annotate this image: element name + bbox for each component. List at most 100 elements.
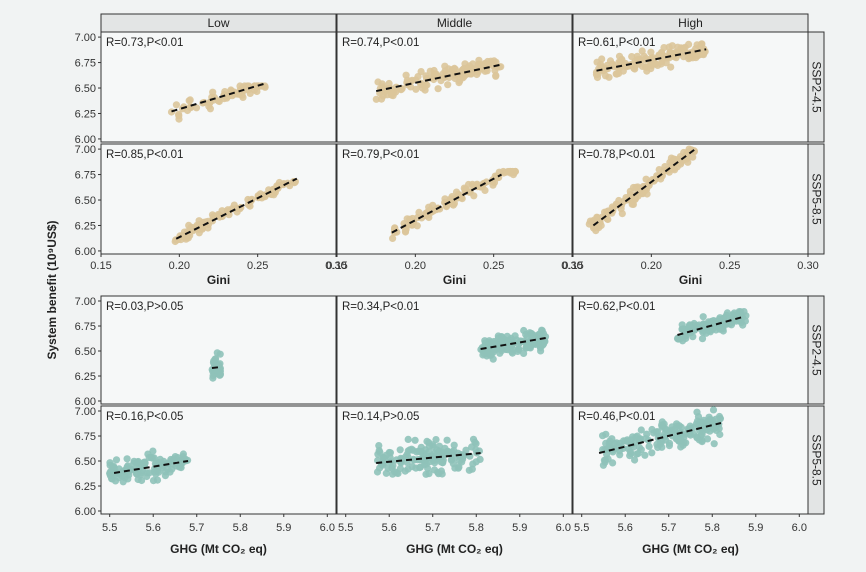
data-point (396, 446, 404, 454)
y-tick-label: 7.00 (75, 144, 96, 156)
point-series (477, 326, 550, 363)
data-point (673, 422, 681, 430)
x-tick-label: 5.7 (425, 522, 440, 534)
data-point (215, 97, 223, 106)
y-tick-label: 6.25 (75, 108, 96, 120)
panel-gini-middle-ssp5-8.5: R=0.79,P<0.01 0.15 0.20 0.25 0.30 (326, 143, 583, 272)
data-point (408, 463, 416, 471)
data-point (221, 88, 229, 96)
data-point (694, 52, 702, 60)
data-point (527, 341, 535, 349)
data-point (186, 96, 194, 104)
x-tick-label: 5.9 (276, 522, 291, 534)
data-point (140, 460, 148, 468)
x-tick-label: 5.6 (618, 522, 633, 534)
point-series (585, 145, 698, 235)
data-point (164, 465, 172, 473)
data-point (665, 439, 674, 447)
data-point (454, 464, 462, 472)
panel-gini-low-ssp2-4.5: R=0.73,P<0.01 6.00 6.25 6.50 6.75 7.00 (75, 31, 337, 146)
data-point (699, 313, 707, 321)
data-point (618, 210, 626, 218)
panel-background (572, 295, 809, 405)
regression-line (677, 316, 743, 336)
data-point (119, 478, 127, 486)
data-point (716, 325, 724, 333)
data-point (739, 314, 747, 322)
data-point (677, 436, 685, 444)
y-tick-label: 6.75 (75, 170, 96, 182)
y-tick-label: 6.75 (75, 321, 96, 333)
data-point (658, 418, 666, 426)
data-point (693, 433, 701, 441)
data-point (376, 448, 384, 456)
data-point (119, 467, 127, 475)
data-point (598, 55, 606, 63)
data-point (739, 321, 747, 329)
x-axis-title: GHG (Mt CO₂ eq) (170, 542, 267, 556)
column-strip-label: Low (207, 16, 229, 30)
data-point (682, 331, 690, 339)
stat-label: R=0.03,P>0.05 (106, 301, 183, 313)
data-point (707, 317, 716, 325)
y-tick-label: 6.25 (75, 371, 96, 383)
data-point (615, 52, 624, 60)
y-tick-label: 6.50 (75, 456, 96, 468)
data-point (432, 70, 441, 78)
data-point (645, 181, 653, 189)
data-point (382, 469, 390, 477)
x-tick-label: 5.8 (705, 522, 720, 534)
data-point (641, 451, 649, 459)
data-point (401, 453, 410, 461)
stat-label: R=0.85,P<0.01 (106, 149, 183, 161)
point-series (171, 178, 299, 246)
panel-ghg-low-ssp5-8.5: R=0.16,P<0.05 6.00 6.25 6.50 6.75 7.00 5.5 5.6 5… (75, 405, 337, 534)
data-point (206, 105, 214, 113)
x-axis-title: GHG (Mt CO₂ eq) (406, 542, 503, 556)
data-point (444, 81, 452, 89)
data-point (172, 101, 180, 109)
data-point (181, 233, 189, 242)
column-strip-label: Middle (437, 16, 473, 30)
data-point (421, 86, 429, 94)
x-tick-label: 5.8 (469, 522, 484, 534)
y-tick-label: 6.75 (75, 58, 96, 70)
panel-gini-high-ssp5-8.5: R=0.78,P<0.01 0.15 0.20 0.25 0.30 (562, 143, 819, 272)
regression-line (376, 452, 481, 464)
data-point (143, 472, 151, 481)
stat-label: R=0.46,P<0.01 (578, 411, 655, 423)
data-point (145, 453, 153, 462)
data-point (175, 115, 183, 123)
data-point (402, 71, 410, 79)
regression-line (391, 173, 502, 234)
panel-ghg-middle-ssp2-4.5: R=0.34,P<0.01 (336, 295, 573, 405)
y-axis-title: System benefit (10⁹US$) (45, 220, 59, 359)
x-tick-label: 5.6 (382, 522, 397, 534)
data-point (634, 449, 642, 458)
y-tick-label: 6.00 (75, 506, 96, 518)
data-point (473, 70, 481, 79)
data-point (408, 445, 416, 453)
data-point (498, 347, 506, 355)
data-point (638, 189, 646, 197)
data-point (523, 333, 531, 341)
data-point (689, 333, 697, 341)
data-point (679, 337, 687, 345)
y-tick-label: 6.25 (75, 481, 96, 493)
data-point (620, 197, 628, 206)
y-tick-label: 6.25 (75, 220, 96, 232)
data-point (377, 95, 386, 103)
data-point (458, 195, 466, 203)
x-tick-label: 0.25 (247, 260, 268, 272)
data-point (374, 78, 382, 86)
x-axis-title: Gini (207, 273, 230, 287)
data-point (233, 204, 241, 213)
regression-line (596, 48, 707, 72)
data-point (689, 153, 697, 161)
data-point (629, 197, 637, 205)
data-point (661, 430, 669, 438)
x-tick-label: 5.5 (102, 522, 117, 534)
regression-line (113, 460, 189, 474)
data-point (434, 468, 442, 476)
stat-label: R=0.62,P<0.01 (578, 301, 655, 313)
